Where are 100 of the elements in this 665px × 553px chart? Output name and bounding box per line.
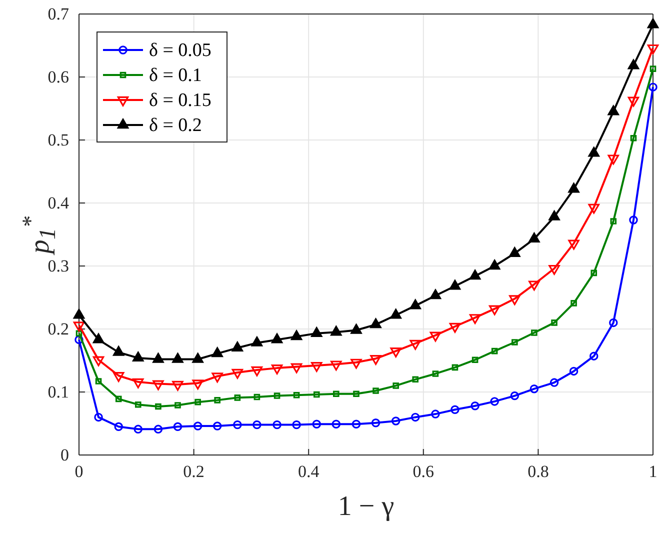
point [312,420,322,428]
point [630,134,637,142]
point [472,356,478,364]
point [512,339,518,346]
point [193,422,202,430]
point [528,232,540,242]
x-tick-label: 1 [648,462,658,482]
y-tick-label: 0.3 [48,256,69,276]
x-tick-label: 0 [74,462,84,482]
point [311,327,322,337]
point [491,348,498,354]
point [353,390,360,398]
point [470,402,480,410]
point [134,401,142,408]
y-tick-label: 0.4 [48,193,70,212]
point [628,59,640,70]
point [530,384,539,394]
point [94,412,103,422]
point [610,218,617,224]
point [629,216,638,224]
point [272,420,282,430]
point [370,318,382,328]
legend-label: δ = 0.15 [149,90,212,111]
point [608,105,619,116]
point [568,182,580,193]
x-tick-label: 0.2 [183,462,204,482]
point [452,364,458,371]
point [233,420,242,430]
x-tick-label: 0.8 [528,462,549,482]
y-tick-label: 0 [60,445,69,464]
point [115,396,122,402]
point [214,397,220,404]
point [251,336,263,346]
point [531,330,538,336]
point [172,380,184,391]
point [290,330,302,340]
point [113,346,124,356]
point [271,333,283,344]
y-tick-label: 0.6 [48,67,69,86]
point [647,18,659,28]
point [391,416,400,426]
point [76,330,82,337]
x-axis-title: 1 − γ [338,491,394,522]
point [372,388,379,394]
y-tick-label: 0.7 [48,4,70,24]
point [510,391,520,400]
point [488,260,500,270]
point [609,318,618,328]
point [252,420,262,430]
point [371,418,380,428]
x-tick-label: 0.6 [412,462,434,482]
point [332,420,341,428]
point [330,326,342,336]
point [311,362,322,372]
point [449,280,461,290]
point [154,424,163,434]
point [390,308,402,319]
y-tick-label: 0.2 [48,319,69,338]
y-tick-label: 0.1 [48,382,69,402]
point [570,300,577,306]
point [569,366,578,376]
point [95,378,102,384]
legend-label: δ = 0.05 [149,40,212,61]
point [490,397,499,406]
point [155,403,162,410]
point [548,210,560,220]
point [350,324,362,334]
point [430,289,442,300]
point [174,402,181,408]
point [254,394,260,400]
point [450,405,460,414]
point [232,342,244,352]
point [410,412,420,422]
point [194,398,201,406]
point [292,420,301,430]
point [212,422,222,430]
point [293,392,300,398]
point [550,378,559,387]
point [551,320,558,326]
point [509,247,520,257]
point [134,424,142,434]
point [274,392,280,399]
point [412,376,419,383]
legend-label: δ = 0.1 [149,65,202,86]
point [432,370,439,377]
point [431,410,440,418]
x-tick-label: 0.4 [298,462,320,482]
legend-label: δ = 0.2 [149,115,202,136]
point [114,422,123,432]
point [152,352,164,363]
y-tick-label: 0.5 [48,130,69,150]
point [590,352,598,360]
point [333,390,340,398]
point [212,347,223,358]
point [132,352,144,362]
point [73,308,85,319]
point [588,146,600,157]
point [392,382,399,389]
point [173,422,182,432]
point [234,394,241,401]
